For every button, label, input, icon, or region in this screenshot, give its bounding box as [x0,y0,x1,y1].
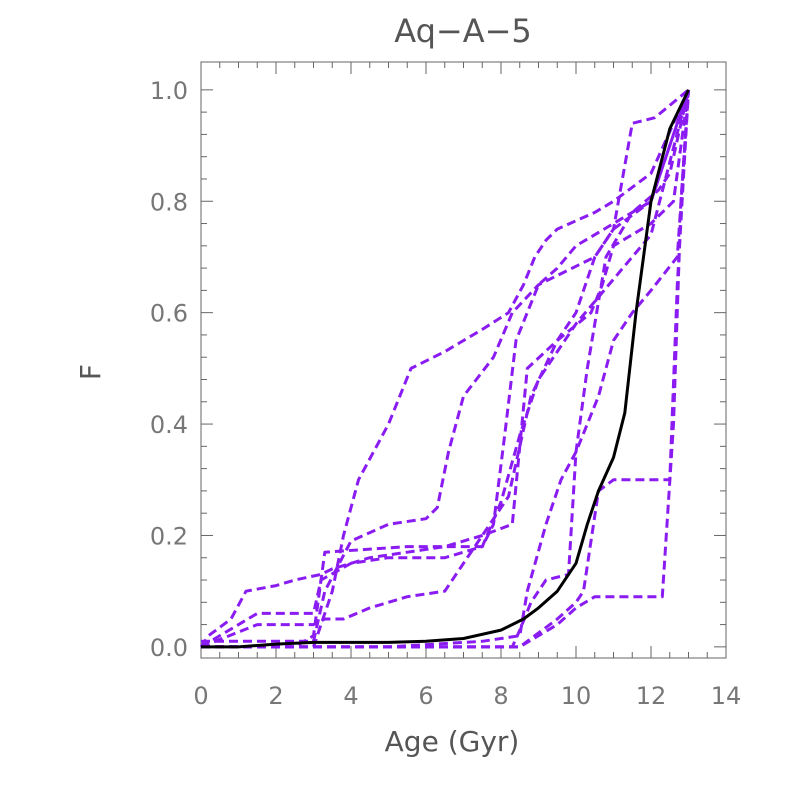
x-axis-tick-labels: 0 2 4 6 8 10 12 14 [193,682,741,710]
x-tick-label: 6 [418,682,433,710]
series-line-sample-5 [200,89,690,649]
y-axis-tick-labels: 0.0 0.2 0.4 0.6 0.8 1.0 [150,77,188,662]
series-line-sample-9 [201,89,690,649]
series-line-sample-8 [201,89,690,649]
x-tick-label: 8 [493,682,508,710]
series-line-sample-10 [201,89,690,649]
y-tick-label: 0.4 [150,411,188,439]
x-axis-label: Age (Gyr) [385,725,520,758]
series-line-sample-4 [201,89,690,649]
x-tick-label: 14 [711,682,742,710]
chart-title: Aq−A−5 [394,12,532,50]
series-line-sample-2 [201,89,690,649]
plot-frame [200,61,727,659]
y-tick-label: 0.8 [150,188,188,216]
x-tick-label: 0 [193,682,208,710]
series-line-sample-3 [201,88,690,643]
series-lines [199,88,690,649]
x-tick-label: 4 [343,682,358,710]
x-tick-label: 12 [636,682,667,710]
y-axis-label: F [74,364,107,380]
x-tick-label: 10 [561,682,592,710]
series-line-sample-6 [200,89,690,649]
y-tick-label: 0.0 [150,634,188,662]
y-tick-label: 0.6 [150,300,188,328]
series-line-sample-1 [199,89,690,648]
series-line-main [201,89,690,649]
series-line-sample-7 [201,89,690,649]
y-tick-label: 1.0 [150,77,188,105]
axis-ticks [200,62,727,658]
y-tick-label: 0.2 [150,522,188,550]
x-tick-label: 2 [268,682,283,710]
